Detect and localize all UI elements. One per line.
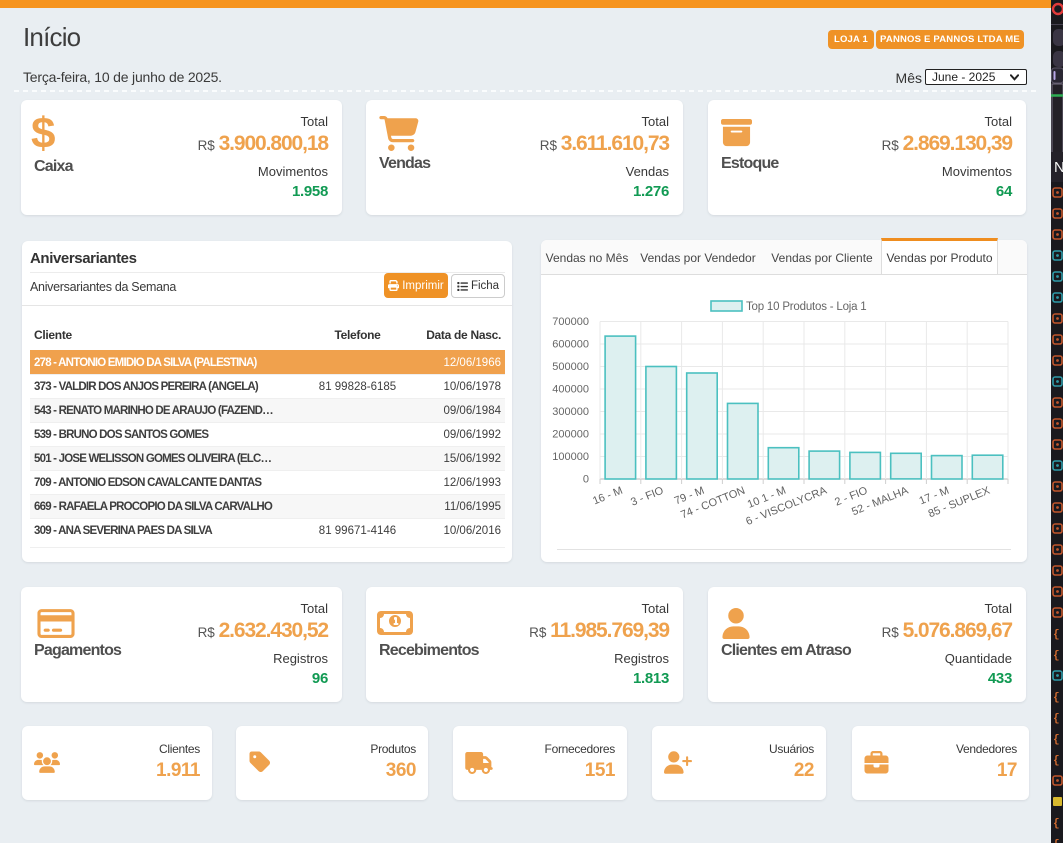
svg-text:16 - M: 16 - M	[591, 485, 624, 508]
svg-text:{: {	[1053, 818, 1060, 830]
svg-text:200000: 200000	[552, 429, 589, 441]
svg-text:{: {	[1053, 629, 1060, 641]
svg-text:600000: 600000	[552, 339, 589, 351]
svg-text:300000: 300000	[552, 406, 589, 418]
svg-text:{: {	[1053, 650, 1060, 662]
svg-text:500000: 500000	[552, 361, 589, 373]
svg-text:3 - FIO: 3 - FIO	[629, 484, 666, 508]
svg-text:{: {	[1053, 734, 1060, 746]
svg-text:{: {	[1053, 692, 1060, 704]
svg-text:100000: 100000	[552, 451, 589, 463]
svg-text:400000: 400000	[552, 384, 589, 396]
svg-text:0: 0	[583, 474, 589, 486]
svg-text:{: {	[1053, 755, 1060, 767]
svg-text:Top 10 Produtos - Loja 1: Top 10 Produtos - Loja 1	[746, 301, 867, 313]
svg-text:700000: 700000	[552, 316, 589, 328]
svg-text:{: {	[1053, 713, 1060, 725]
svg-text:{: {	[1053, 839, 1060, 843]
svg-text:N: N	[1054, 159, 1063, 176]
